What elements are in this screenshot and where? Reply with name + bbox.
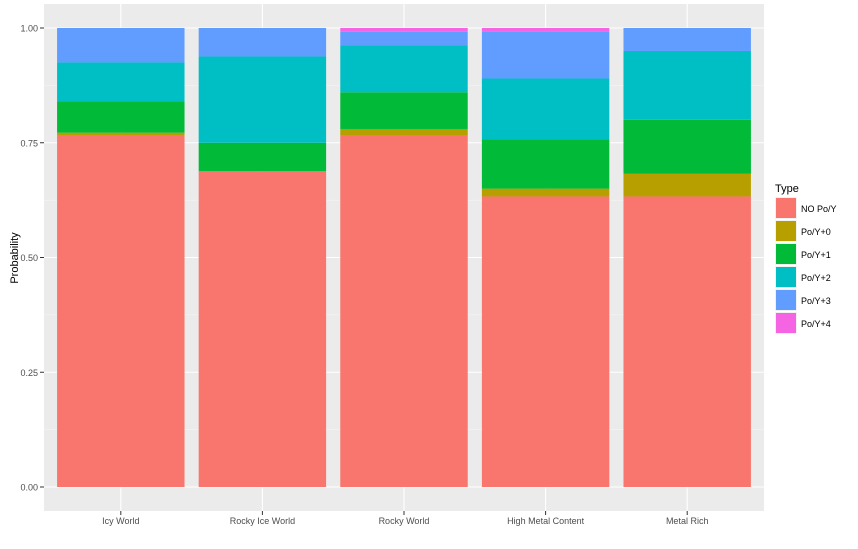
bar-segment [481, 28, 610, 32]
x-tick-label: Rocky Ice World [230, 516, 295, 526]
x-tick-label: Rocky World [379, 516, 430, 526]
x-tick-label: High Metal Content [507, 516, 585, 526]
bar-segment [623, 196, 751, 487]
legend-label: Po/Y+3 [801, 296, 831, 306]
bars [57, 28, 751, 488]
bar-segment [340, 128, 468, 136]
y-tick-label: 0.50 [20, 253, 38, 263]
bar-segment [623, 50, 751, 120]
bar-segment [623, 119, 751, 174]
legend-label: Po/Y+4 [801, 319, 831, 329]
y-tick-label: 0.25 [20, 368, 38, 378]
bar-segment [623, 28, 751, 51]
legend-swatch [776, 221, 796, 241]
legend-label: Po/Y+2 [801, 273, 831, 283]
legend-swatch [776, 244, 796, 264]
legend-label: Po/Y+1 [801, 250, 831, 260]
bar-segment [481, 139, 610, 189]
bar-segment [198, 56, 327, 143]
bar-segment [198, 28, 327, 57]
bar-segment [481, 31, 610, 79]
legend: Type NO Po/Y Po/Y+0 Po/Y+1 Po/Y+2 Po/Y+3 Po/Y… [775, 183, 837, 334]
bar-segment [340, 135, 468, 488]
y-axis: 0.00 0.25 0.50 0.75 1.00 [20, 24, 44, 493]
bar-segment [57, 28, 185, 63]
legend-swatch [776, 267, 796, 287]
bar-segment [481, 196, 610, 487]
y-tick-label: 1.00 [20, 24, 38, 34]
bar-segment [198, 142, 327, 172]
y-axis-label: Probability [9, 232, 21, 284]
legend-label: NO Po/Y [801, 204, 837, 214]
bar-segment [57, 62, 185, 102]
bar-segment [198, 171, 327, 487]
legend-swatch [776, 198, 796, 218]
y-tick-label: 0.75 [20, 138, 38, 148]
legend-label: Po/Y+0 [801, 227, 831, 237]
bar-segment [340, 92, 468, 129]
bar-segment [340, 28, 468, 32]
bar-segment [340, 31, 468, 46]
bar-segment [57, 135, 185, 488]
legend-title: Type [775, 183, 799, 195]
bar-segment [481, 78, 610, 140]
legend-swatch [776, 290, 796, 310]
x-tick-label: Metal Rich [666, 516, 709, 526]
y-tick-label: 0.00 [20, 483, 38, 493]
x-axis: Icy World Rocky Ice World Rocky World High … [102, 511, 708, 526]
bar-segment [57, 101, 185, 133]
bar-segment [481, 188, 610, 197]
bar-segment [57, 132, 185, 136]
x-tick-label: Icy World [102, 516, 139, 526]
bar-segment [340, 45, 468, 93]
legend-swatch [776, 313, 796, 333]
bar-segment [623, 173, 751, 197]
